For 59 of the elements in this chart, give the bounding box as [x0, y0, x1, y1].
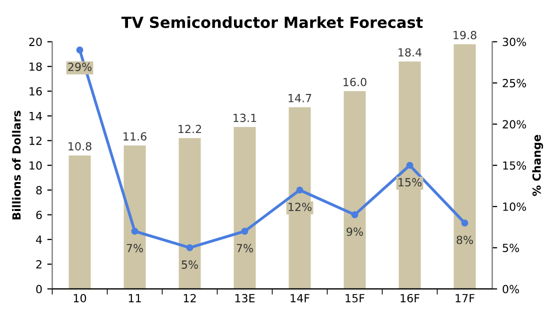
data-label: 8%	[456, 236, 473, 244]
point	[296, 186, 304, 194]
y-tick-label: 14	[30, 112, 42, 120]
bar	[124, 146, 146, 289]
data-label: 13.1	[234, 114, 256, 122]
data-label: 9%	[346, 227, 363, 236]
y2-tick-label: 20%	[502, 120, 526, 129]
x-tick-label: 17F	[456, 294, 474, 302]
data-label: 12%	[288, 202, 312, 212]
x-tick-label: 14F	[290, 294, 310, 302]
chart-title: TV Semiconductor Market Forecast	[121, 16, 423, 28]
data-label: 18.4	[398, 48, 422, 57]
point	[76, 46, 84, 54]
y-tick-label: 10	[30, 161, 42, 170]
data-label: 16.0	[344, 78, 366, 86]
point	[241, 228, 248, 235]
data-label: 15%	[398, 178, 422, 186]
point	[186, 244, 194, 252]
data-label: 19.8	[454, 30, 476, 40]
y2-tick-label: 30%	[502, 38, 526, 46]
data-label: 7%	[126, 244, 143, 252]
data-label: 5%	[182, 260, 198, 269]
x-tick-label: 10	[74, 294, 86, 302]
bar	[344, 91, 366, 289]
bar	[454, 44, 476, 289]
point	[461, 220, 468, 226]
y-tick-label: 2	[36, 260, 42, 268]
x-tick-label: 11	[128, 294, 141, 302]
data-label: 11.6	[124, 132, 146, 141]
y2-tick-label: 5%	[502, 244, 519, 252]
y2-tick-label: 0%	[502, 284, 519, 294]
bar	[178, 138, 201, 289]
y-axis-title: Billions of Dollars	[12, 110, 21, 220]
bar	[234, 127, 256, 289]
x-tick-label: 13E	[235, 294, 255, 302]
y-tick-label: 18	[30, 62, 42, 71]
y-tick-label: 4	[36, 236, 42, 244]
y2-tick-label: 10%	[503, 202, 526, 211]
y-tick-label: 6	[36, 210, 42, 220]
y2-axis-title: % Change	[532, 134, 544, 196]
y-tick-label: 8	[36, 186, 42, 194]
point	[131, 228, 138, 235]
y-tick-label: 16	[30, 87, 42, 96]
x-tick-label: 15F	[346, 294, 364, 302]
data-label: 7%	[236, 244, 253, 252]
point	[406, 162, 414, 169]
x-tick-label: 16F	[400, 294, 420, 302]
data-label: 29%	[68, 62, 92, 72]
y2-tick-label: 15%	[503, 161, 526, 170]
x-tick-label: 12	[184, 294, 196, 302]
y-tick-label: 0	[36, 284, 42, 294]
point	[351, 211, 358, 218]
y2-tick-label: 25%	[502, 78, 526, 88]
y-tick-label: 20	[29, 38, 42, 46]
data-label: 14.7	[288, 94, 312, 102]
bar	[68, 155, 91, 289]
data-label: 10.8	[68, 142, 92, 151]
y-tick-label: 12	[30, 136, 42, 145]
data-label: 12.2	[178, 124, 202, 134]
